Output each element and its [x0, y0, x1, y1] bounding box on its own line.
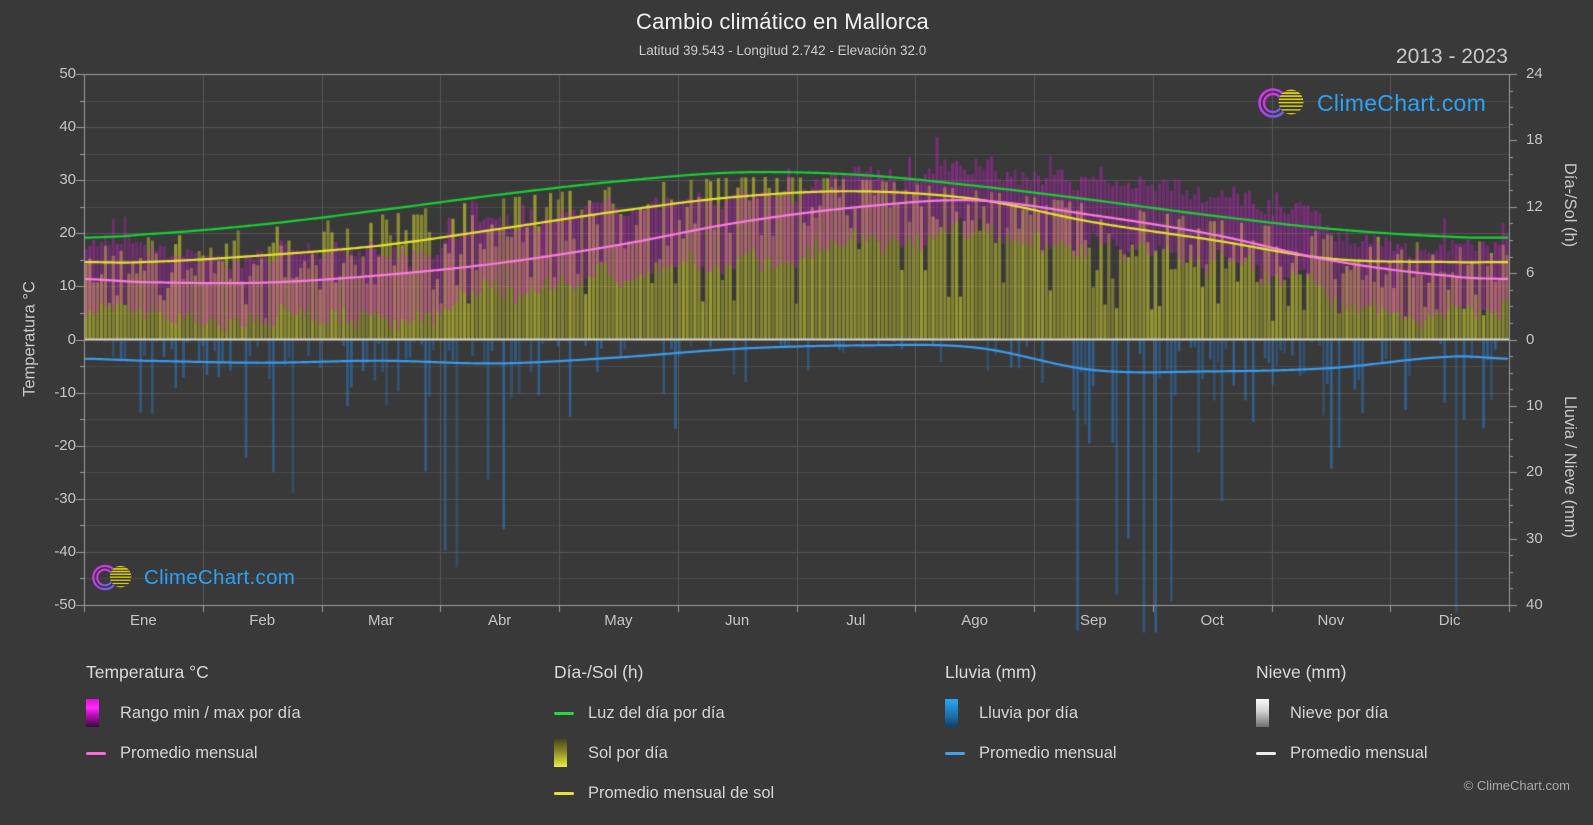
legend-item-snow-daily: Nieve por día	[1256, 698, 1428, 728]
copyright-text: © ClimeChart.com	[1463, 778, 1570, 793]
legend-item-label: Lluvia por día	[979, 703, 1079, 722]
x-axis-month-label: Ago	[961, 612, 988, 629]
climechart-logo-text: ClimeChart.com	[144, 565, 296, 589]
sun-tick-label: 18	[1526, 131, 1543, 149]
sun-tick-label: 6	[1526, 264, 1535, 282]
legend-item-label: Promedio mensual	[979, 743, 1117, 762]
legend-item-label: Sol por día	[588, 743, 668, 762]
legend-item-snow-avg: Promedio mensual	[1256, 738, 1428, 768]
temp-tick-label: 20	[59, 224, 76, 242]
climechart-logo-top-right[interactable]: ClimeChart.com	[1258, 83, 1486, 123]
climechart-logo-icon	[92, 564, 132, 591]
temp-tick-label: 40	[59, 118, 76, 136]
sun-tick-label: 12	[1526, 197, 1543, 215]
temp-tick-label: -50	[54, 596, 76, 613]
legend-group-snow: Nieve (mm) Nieve por día Promedio mensua…	[1256, 662, 1428, 778]
temp-tick-label: -20	[54, 436, 76, 454]
yellow-line-swatch	[554, 791, 580, 795]
legend-item-label: Rango min / max por día	[120, 703, 301, 722]
x-axis-month-label: May	[604, 612, 633, 629]
x-axis-month-label: Jun	[725, 612, 750, 629]
legend-group-rain: Lluvia (mm) Lluvia por día Promedio mens…	[945, 662, 1117, 778]
precip-tick-label: 10	[1526, 396, 1543, 414]
blue-line-swatch	[945, 751, 971, 755]
legend-group-sun: Día-/Sol (h) Luz del día por día Sol por…	[554, 662, 774, 818]
legend-heading-snow: Nieve (mm)	[1256, 662, 1347, 682]
precip-tick-label: 30	[1526, 529, 1543, 547]
x-axis-month-label: Nov	[1317, 612, 1345, 629]
page-subtitle: Latitud 39.543 - Longitud 2.742 - Elevac…	[638, 43, 927, 58]
legend-item-temp-range: Rango min / max por día	[86, 698, 301, 728]
legend-item-label: Luz del día por día	[588, 703, 725, 722]
x-axis-month-label: Abr	[487, 612, 512, 629]
magenta-gradient-swatch	[86, 699, 112, 727]
temp-tick-label: -40	[54, 542, 76, 560]
legend-item-label: Promedio mensual	[120, 743, 258, 762]
green-line-swatch	[554, 711, 580, 715]
y-axis-title-precip: Lluvia / Nieve (mm)	[1561, 395, 1579, 539]
x-axis-month-label: Feb	[249, 612, 276, 629]
x-axis-month-label: Jul	[846, 612, 866, 629]
x-axis-month-label: Dic	[1438, 612, 1461, 629]
temp-tick-label: 30	[59, 171, 76, 189]
legend-heading-rain: Lluvia (mm)	[945, 662, 1037, 682]
x-axis-month-label: Sep	[1080, 612, 1107, 629]
precip-tick-label: 20	[1526, 463, 1543, 481]
climechart-logo-bottom-left[interactable]: ClimeChart.com	[92, 560, 295, 595]
legend-heading-temperature: Temperatura °C	[86, 662, 209, 682]
x-axis-month-label: Ene	[130, 612, 157, 629]
sun-tick-label: 24	[1526, 65, 1543, 82]
legend-item-sun-avg: Promedio mensual de sol	[554, 778, 774, 808]
temp-tick-label: 0	[67, 330, 76, 348]
legend-item-sun-daily: Sol por día	[554, 738, 774, 768]
temp-tick-label: -30	[54, 489, 76, 507]
climate-chart-canvas	[58, 56, 1538, 636]
temp-tick-label: 10	[59, 277, 76, 295]
sun-tick-label: 0	[1526, 330, 1535, 348]
year-range: 2013 - 2023	[1395, 45, 1508, 68]
yellow-gradient-swatch	[554, 739, 580, 767]
x-axis-month-label: Mar	[367, 612, 394, 629]
white-line-swatch	[1256, 751, 1282, 755]
temp-tick-label: -10	[54, 383, 76, 401]
legend-group-temperature: Temperatura °C Rango min / max por día P…	[86, 662, 301, 778]
climechart-logo-text: ClimeChart.com	[1317, 89, 1487, 116]
legend-heading-sun: Día-/Sol (h)	[554, 662, 644, 682]
legend-item-daylight: Luz del día por día	[554, 698, 774, 728]
legend-item-label: Nieve por día	[1290, 703, 1389, 722]
legend-item-rain-avg: Promedio mensual	[945, 738, 1117, 768]
white-gradient-swatch	[1256, 699, 1282, 727]
x-axis-month-label: Oct	[1200, 612, 1224, 629]
y-axis-title-sun: Día-/Sol (h)	[1561, 162, 1579, 248]
pink-line-swatch	[86, 751, 112, 755]
precip-tick-label: 40	[1526, 596, 1543, 613]
legend-item-label: Promedio mensual	[1290, 743, 1428, 762]
climechart-logo-icon	[1258, 88, 1304, 118]
blue-gradient-swatch	[945, 699, 971, 727]
page-title: Cambio climático en Mallorca	[636, 9, 929, 34]
legend-item-temp-avg: Promedio mensual	[86, 738, 301, 768]
legend-item-rain-daily: Lluvia por día	[945, 698, 1117, 728]
temp-tick-label: 50	[59, 65, 76, 82]
legend-item-label: Promedio mensual de sol	[588, 783, 775, 802]
